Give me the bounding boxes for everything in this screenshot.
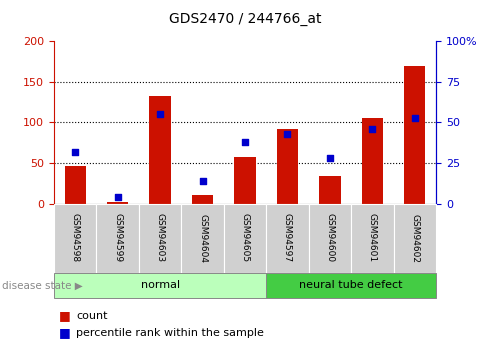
Bar	[65, 166, 86, 204]
Bar	[192, 195, 213, 204]
Point	[156, 112, 164, 117]
Point	[326, 155, 334, 161]
Bar	[319, 176, 341, 204]
Bar	[149, 96, 171, 204]
Text: GSM94604: GSM94604	[198, 214, 207, 263]
Bar	[277, 129, 298, 204]
Text: GSM94599: GSM94599	[113, 214, 122, 263]
Point	[241, 139, 249, 145]
Point	[368, 126, 376, 132]
Text: GSM94603: GSM94603	[155, 214, 165, 263]
Bar	[234, 157, 256, 204]
Text: GSM94597: GSM94597	[283, 214, 292, 263]
Text: percentile rank within the sample: percentile rank within the sample	[76, 328, 264, 338]
Text: GSM94600: GSM94600	[325, 214, 335, 263]
Text: ■: ■	[59, 326, 71, 339]
Point	[114, 194, 122, 200]
Text: disease state ▶: disease state ▶	[2, 280, 83, 290]
Bar	[362, 118, 383, 204]
Text: count: count	[76, 311, 107, 321]
Text: neural tube defect: neural tube defect	[299, 280, 403, 290]
Text: GSM94602: GSM94602	[410, 214, 419, 263]
Point	[411, 115, 419, 120]
Bar	[404, 66, 425, 204]
Text: GSM94601: GSM94601	[368, 214, 377, 263]
Text: normal: normal	[141, 280, 180, 290]
Bar	[107, 202, 128, 204]
Point	[71, 149, 79, 155]
Point	[284, 131, 292, 137]
Point	[198, 178, 206, 184]
Text: GSM94598: GSM94598	[71, 214, 80, 263]
Text: GDS2470 / 244766_at: GDS2470 / 244766_at	[169, 12, 321, 26]
Text: GSM94605: GSM94605	[241, 214, 249, 263]
Text: ■: ■	[59, 309, 71, 322]
